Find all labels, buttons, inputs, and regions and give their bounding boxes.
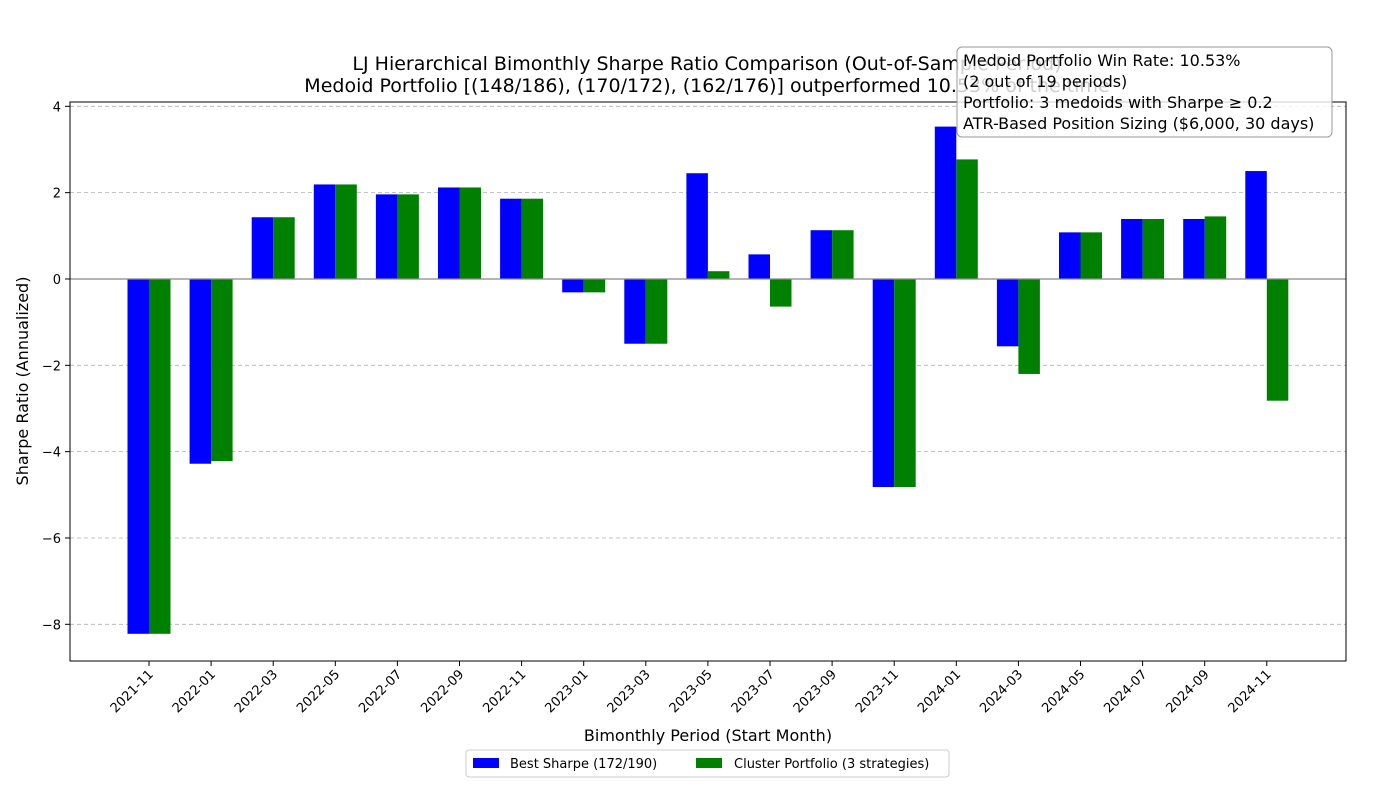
bar-cluster-portfolio-2023-01 — [583, 278, 606, 293]
x-tick-label: 2023-07 — [729, 667, 778, 716]
bar-best-sharpe-2022-11 — [500, 198, 522, 279]
x-axis-ticks: 2021-11 2022-01 2022-03 2022-05 2022-07 2022-… — [108, 661, 1275, 716]
x-tick-label: 2024-03 — [977, 667, 1026, 716]
bar-best-sharpe-2024-03 — [996, 278, 1019, 347]
x-tick-label: 2022-01 — [170, 667, 219, 716]
x-tick-label: 2023-11 — [853, 667, 902, 716]
y-gridlines — [70, 105, 1346, 625]
x-tick-label: 2024-09 — [1164, 667, 1213, 716]
bar-best-sharpe-2024-01 — [934, 126, 957, 279]
x-tick-label: 2022-07 — [356, 667, 405, 716]
bar-best-sharpe-2023-11 — [872, 278, 895, 488]
y-axis-label: Sharpe Ratio (Annualized) — [13, 277, 32, 486]
x-tick-label: 2022-05 — [294, 667, 343, 716]
bar-cluster-portfolio-2024-05 — [1080, 232, 1102, 279]
bar-best-sharpe-2023-03 — [624, 278, 646, 344]
bar-best-sharpe-2021-11 — [127, 278, 149, 634]
x-tick-label: 2022-09 — [418, 667, 467, 716]
bar-cluster-portfolio-2022-01 — [211, 278, 233, 462]
x-axis-label: Bimonthly Period (Start Month) — [584, 726, 832, 745]
legend-swatch-best-sharpe — [473, 758, 499, 768]
y-tick-label: −6 — [42, 532, 61, 547]
y-tick-label: −8 — [42, 618, 61, 633]
annotation-box-frame — [956, 46, 1333, 138]
x-tick-label: 2024-05 — [1039, 667, 1088, 716]
bar-cluster-portfolio-2022-05 — [335, 184, 357, 279]
bar-cluster-portfolio-2022-09 — [459, 187, 481, 279]
annotation-line-2: (2 out of 19 periods) — [963, 72, 1127, 91]
legend: Best Sharpe (172/190) Cluster Portfolio … — [465, 749, 950, 778]
bar-cluster-portfolio-2022-03 — [273, 217, 295, 279]
bar-best-sharpe-2024-09 — [1183, 218, 1205, 279]
bar-best-sharpe-2022-09 — [438, 187, 460, 279]
bar-best-sharpe-2023-09 — [810, 230, 833, 279]
x-tick-label: 2024-01 — [915, 667, 964, 716]
legend-swatch-cluster-portfolio — [696, 758, 722, 768]
bar-cluster-portfolio-2023-07 — [770, 278, 792, 307]
bar-best-sharpe-2023-05 — [686, 173, 708, 279]
bar-cluster-portfolio-2023-03 — [645, 278, 668, 344]
y-tick-label: −4 — [42, 446, 61, 461]
bar-best-sharpe-2024-05 — [1059, 232, 1081, 279]
annotation-line-3: Portfolio: 3 medoids with Sharpe ≥ 0.2 — [963, 93, 1273, 112]
bar-cluster-portfolio-2022-11 — [521, 198, 544, 279]
x-tick-label: 2022-11 — [480, 667, 529, 716]
x-tick-label: 2021-11 — [108, 667, 157, 716]
bar-cluster-portfolio-2023-11 — [894, 278, 916, 488]
bar-best-sharpe-2023-07 — [748, 254, 770, 279]
bar-cluster-portfolio-2024-03 — [1018, 278, 1040, 374]
bar-best-sharpe-2022-01 — [189, 278, 212, 464]
bar-cluster-portfolio-2023-05 — [707, 271, 730, 279]
bar-best-sharpe-2024-11 — [1245, 171, 1267, 279]
legend-label-best-sharpe: Best Sharpe (172/190) — [510, 757, 657, 772]
bar-cluster-portfolio-2024-09 — [1204, 216, 1227, 279]
bar-best-sharpe-2024-07 — [1121, 218, 1143, 279]
y-tick-label: 0 — [53, 273, 61, 288]
bar-cluster-portfolio-2024-07 — [1142, 218, 1165, 279]
bar-cluster-portfolio-2022-07 — [397, 194, 419, 279]
x-tick-label: 2024-11 — [1226, 667, 1275, 716]
annotation-line-1: Medoid Portfolio Win Rate: 10.53% — [963, 51, 1241, 70]
y-tick-label: 2 — [53, 187, 61, 202]
bar-cluster-portfolio-2024-01 — [956, 159, 978, 279]
chart-title-line-2: Medoid Portfolio [(148/186), (170/172), … — [304, 75, 1109, 97]
x-tick-label: 2023-01 — [543, 667, 592, 716]
bar-cluster-portfolio-2023-09 — [832, 230, 854, 279]
y-axis-ticks: 4 2 0 −2 −4 −6 −8 — [42, 100, 70, 633]
x-tick-label: 2023-03 — [605, 667, 654, 716]
bar-series — [127, 126, 1289, 634]
bar-best-sharpe-2022-07 — [375, 194, 398, 279]
y-tick-label: −2 — [42, 359, 61, 374]
annotation-line-4: ATR-Based Position Sizing ($6,000, 30 da… — [963, 114, 1314, 133]
bar-best-sharpe-2023-01 — [562, 278, 584, 293]
x-tick-label: 2023-09 — [791, 667, 840, 716]
bar-best-sharpe-2022-05 — [313, 184, 336, 279]
annotation-box: Medoid Portfolio Win Rate: 10.53% (2 out… — [956, 46, 1333, 138]
bar-best-sharpe-2022-03 — [251, 217, 274, 279]
chart-title-line-1: LJ Hierarchical Bimonthly Sharpe Ratio C… — [352, 53, 1061, 75]
x-tick-label: 2024-07 — [1101, 667, 1150, 716]
legend-label-cluster-portfolio: Cluster Portfolio (3 strategies) — [734, 757, 929, 772]
x-tick-label: 2022-03 — [232, 667, 281, 716]
bar-cluster-portfolio-2021-11 — [149, 278, 171, 634]
y-tick-label: 4 — [53, 100, 61, 115]
x-tick-label: 2023-05 — [667, 667, 716, 716]
bar-cluster-portfolio-2024-11 — [1266, 278, 1289, 401]
plot-frame — [69, 101, 1347, 662]
